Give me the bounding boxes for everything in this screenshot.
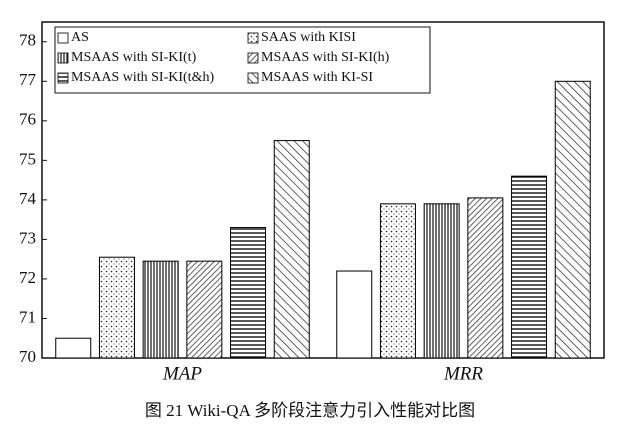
legend-label: AS <box>71 30 89 45</box>
bar <box>423 203 460 359</box>
bar <box>142 260 179 359</box>
y-tick-label: 76 <box>19 110 36 129</box>
legend-swatch <box>57 32 69 44</box>
bar <box>186 260 223 359</box>
y-tick-label: 77 <box>19 70 37 89</box>
bar <box>55 337 92 359</box>
legend-swatch <box>57 52 69 64</box>
bar <box>336 270 373 359</box>
bar <box>511 175 548 359</box>
legend-swatch <box>247 52 259 64</box>
y-tick-label: 75 <box>19 149 36 168</box>
legend-label: MSAAS with KI-SI <box>261 70 373 85</box>
legend-label: SAAS with KISI <box>261 30 356 45</box>
plot-frame <box>41 21 605 359</box>
bar <box>273 140 310 359</box>
y-tick-label: 78 <box>19 31 36 50</box>
y-tick-label: 70 <box>19 347 36 366</box>
bar <box>467 197 504 359</box>
legend-label: MSAAS with SI-KI(t&h) <box>71 70 214 85</box>
bar <box>554 80 591 359</box>
x-tick-label: MAP <box>162 363 202 384</box>
legend: AS SAAS with KISI MSAAS with SI-KI(t) MSAAS… <box>54 26 431 94</box>
legend-swatch <box>247 72 259 84</box>
legend-label: MSAAS with SI-KI(h) <box>261 50 390 65</box>
bar <box>379 203 416 359</box>
legend-swatch <box>57 72 69 84</box>
caption: 图 21 Wiki-QA 多阶段注意力引入性能对比图 <box>145 401 475 420</box>
y-tick-label: 74 <box>19 189 37 208</box>
x-tick-label: MRR <box>443 363 483 384</box>
y-tick-label: 73 <box>19 228 36 247</box>
legend-box <box>54 26 431 94</box>
bar <box>98 256 135 359</box>
y-tick-label: 71 <box>19 307 36 326</box>
bar <box>230 227 267 359</box>
legend-swatch <box>247 32 259 44</box>
legend-label: MSAAS with SI-KI(t) <box>71 50 197 65</box>
y-tick-label: 72 <box>19 268 36 287</box>
